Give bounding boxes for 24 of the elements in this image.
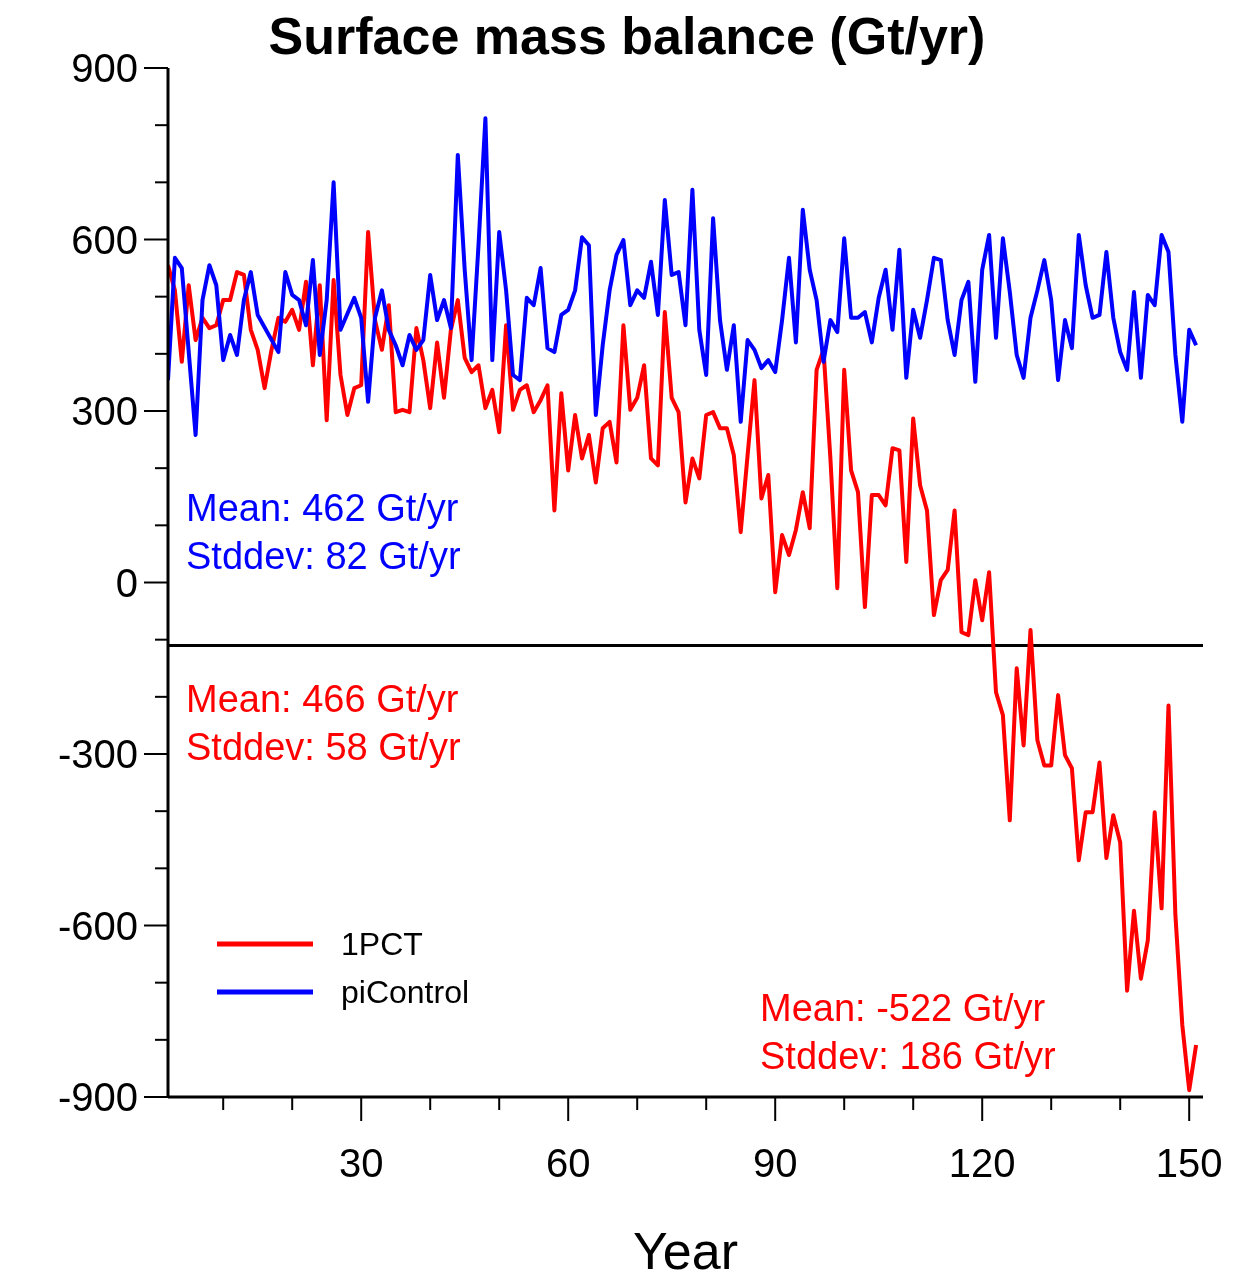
annotation: Mean: 466 Gt/yr bbox=[186, 678, 459, 721]
annotation: Stddev: 58 Gt/yr bbox=[186, 726, 461, 769]
y-tick-label: -900 bbox=[57, 1075, 138, 1119]
chart-title: Surface mass balance (Gt/yr) bbox=[268, 7, 986, 65]
y-tick-label: 900 bbox=[71, 46, 138, 90]
annotation: Mean: 462 Gt/yr bbox=[186, 487, 459, 530]
x-tick-label: 60 bbox=[545, 1141, 591, 1185]
annotation: Mean: -522 Gt/yr bbox=[760, 987, 1046, 1030]
y-tick-label: -300 bbox=[57, 732, 138, 776]
line-series bbox=[168, 230, 1199, 1093]
x-tick-label: 30 bbox=[338, 1141, 384, 1185]
line-series bbox=[168, 116, 1199, 438]
x-tick-label: 120 bbox=[948, 1141, 1016, 1185]
y-tick-label: -600 bbox=[57, 903, 138, 948]
legend-label: 1PCT bbox=[341, 925, 423, 963]
annotation: Stddev: 186 Gt/yr bbox=[760, 1035, 1056, 1078]
legend-label: piControl bbox=[341, 973, 470, 1011]
x-tick-label: 150 bbox=[1155, 1141, 1223, 1185]
x-tick-label: 90 bbox=[752, 1141, 798, 1185]
y-tick-label: 600 bbox=[71, 217, 138, 262]
y-tick-label: 0 bbox=[115, 560, 138, 605]
annotation: Stddev: 82 Gt/yr bbox=[186, 535, 461, 578]
x-axis-title: Year bbox=[632, 1222, 739, 1279]
y-tick-label: 300 bbox=[71, 389, 138, 433]
